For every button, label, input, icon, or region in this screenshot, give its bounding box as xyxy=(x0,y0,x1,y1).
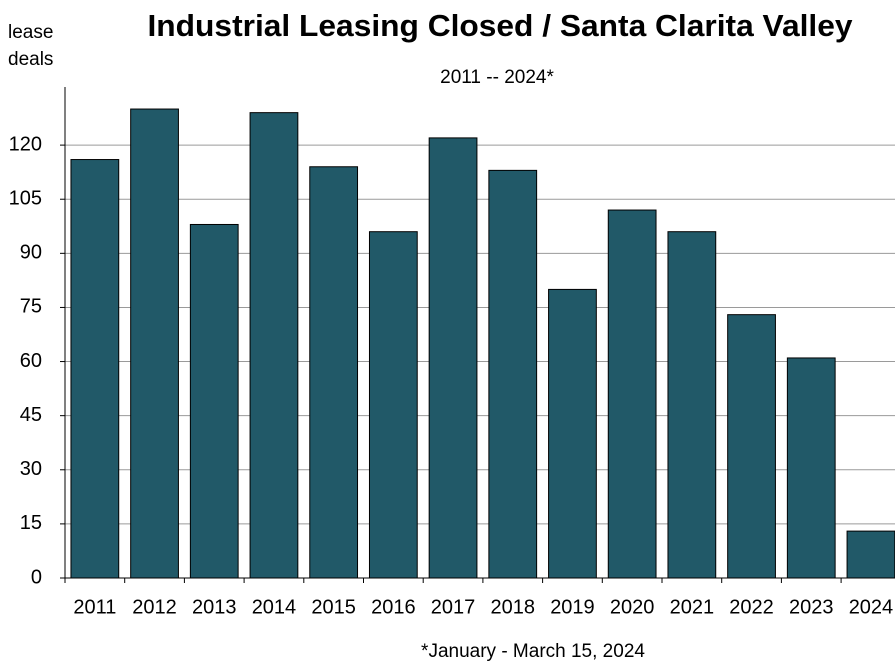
y-tick-label: 105 xyxy=(9,188,42,210)
x-tick-label: 2012 xyxy=(132,596,177,618)
y-tick-label: 90 xyxy=(20,242,42,264)
bar xyxy=(786,357,836,579)
x-tick-label: 2013 xyxy=(192,596,237,618)
chart-title: Industrial Leasing Closed / Santa Clarit… xyxy=(148,8,854,43)
x-tick-label: 2016 xyxy=(371,596,416,618)
bar xyxy=(309,166,359,579)
x-tick-label: 2021 xyxy=(670,596,715,618)
y-tick-label: 120 xyxy=(9,133,42,155)
bar xyxy=(189,223,239,579)
y-tick-label: 15 xyxy=(20,512,42,534)
x-tick-label: 2018 xyxy=(491,596,536,618)
bar xyxy=(249,112,299,579)
x-tick-label: 2015 xyxy=(311,596,356,618)
x-tick-label: 2011 xyxy=(73,596,116,618)
bar xyxy=(727,314,776,579)
bar xyxy=(607,209,657,579)
x-tick-label: 2014 xyxy=(252,596,297,618)
bar xyxy=(130,108,179,579)
x-tick-label: 2019 xyxy=(550,596,595,618)
y-axis-label: deals xyxy=(8,49,53,70)
bar xyxy=(667,231,717,579)
y-axis-label: lease xyxy=(8,22,53,43)
bar xyxy=(488,169,538,579)
bar xyxy=(548,288,597,579)
x-tick-label: 2024 xyxy=(849,596,894,618)
footnote: *January - March 15, 2024 xyxy=(421,641,645,662)
chart-subtitle: 2011 -- 2024* xyxy=(440,67,554,88)
y-tick-label: 45 xyxy=(20,404,42,426)
y-tick-label: 0 xyxy=(31,566,42,588)
bar xyxy=(70,159,120,579)
x-tick-label: 2022 xyxy=(729,596,774,618)
x-tick-label: 2017 xyxy=(431,596,476,618)
x-tick-label: 2020 xyxy=(610,596,655,618)
x-tick-label: 2023 xyxy=(789,596,834,618)
y-tick-label: 30 xyxy=(20,458,42,480)
bar xyxy=(428,137,478,579)
bar xyxy=(846,530,895,579)
y-tick-label: 60 xyxy=(20,350,42,372)
bar xyxy=(368,231,418,579)
y-tick-label: 75 xyxy=(20,296,42,318)
